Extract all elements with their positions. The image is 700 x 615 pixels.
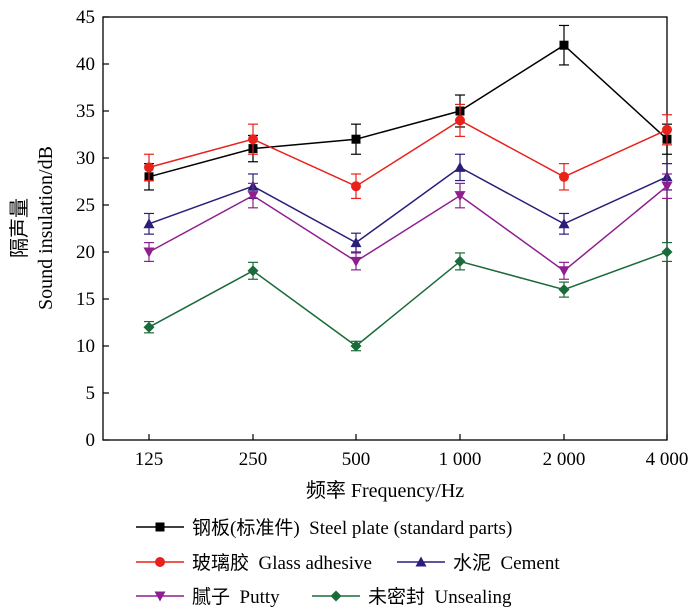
y-tick-label: 45 bbox=[76, 7, 95, 28]
y-tick-label: 20 bbox=[76, 242, 95, 263]
circle-marker bbox=[351, 181, 361, 192]
legend-label: 水泥 Cement bbox=[453, 552, 560, 574]
y-tick-label: 25 bbox=[76, 195, 95, 216]
legend-label: 腻子 Putty bbox=[192, 586, 280, 608]
diamond-marker bbox=[454, 255, 466, 267]
diamond-marker bbox=[143, 321, 155, 333]
axis-titles: 频率 Frequency/Hz 隔声量 Sound insulation/dB bbox=[8, 146, 464, 502]
series-line bbox=[148, 119, 668, 188]
series bbox=[143, 24, 673, 352]
circle-marker bbox=[455, 115, 465, 126]
series-4 bbox=[143, 242, 673, 352]
y-tick-label: 15 bbox=[76, 289, 95, 310]
circle-marker bbox=[155, 557, 165, 567]
legend-label: 钢板(标准件) Steel plate (standard parts) bbox=[192, 517, 512, 539]
legend-label: 玻璃胶 Glass adhesive bbox=[192, 552, 372, 574]
x-tick-label: 1 000 bbox=[439, 449, 482, 470]
legend-entry: 钢板(标准件) Steel plate (standard parts) bbox=[136, 517, 512, 539]
y-tick-label: 30 bbox=[76, 148, 95, 169]
x-tick-label: 2 000 bbox=[543, 449, 586, 470]
triangle-down-marker bbox=[350, 256, 362, 267]
legend-entry: 未密封 Unsealing bbox=[312, 586, 512, 608]
circle-marker bbox=[662, 124, 672, 135]
axes bbox=[102, 16, 668, 441]
triangle-down-marker bbox=[558, 266, 570, 277]
x-tick-label: 500 bbox=[342, 449, 371, 470]
triangle-down-marker bbox=[143, 247, 155, 258]
series-0 bbox=[144, 24, 672, 191]
circle-marker bbox=[248, 134, 258, 145]
triangle-up-marker bbox=[558, 218, 570, 229]
series-line bbox=[148, 251, 668, 347]
diamond-marker bbox=[330, 590, 342, 602]
y-tick-label: 35 bbox=[76, 101, 95, 122]
plot-frame bbox=[102, 16, 668, 441]
legend-entry: 玻璃胶 Glass adhesive bbox=[136, 552, 372, 574]
square-marker bbox=[351, 134, 361, 144]
x-axis-title: 频率 Frequency/Hz bbox=[306, 479, 464, 502]
series-1 bbox=[144, 103, 672, 200]
diamond-marker bbox=[661, 246, 673, 258]
triangle-up-marker bbox=[454, 161, 466, 172]
triangle-up-marker bbox=[143, 218, 155, 229]
triangle-up-marker bbox=[350, 237, 362, 248]
circle-marker bbox=[559, 171, 569, 182]
triangle-up-marker bbox=[415, 556, 427, 567]
series-2 bbox=[143, 153, 673, 253]
square-marker bbox=[559, 40, 569, 50]
series-line bbox=[148, 44, 668, 178]
x-tick-label: 4 000 bbox=[646, 449, 689, 470]
triangle-down-marker bbox=[454, 191, 466, 202]
triangle-down-marker bbox=[154, 591, 166, 602]
ticks: 0 5 10 15 20 25 30 35 40 45 125 250 500 1 000 2 000 4 0… bbox=[76, 7, 688, 470]
legend-entry: 水泥 Cement bbox=[397, 552, 560, 574]
x-tick-label: 250 bbox=[239, 449, 268, 470]
y-axis-title-en: Sound insulation/dB bbox=[35, 146, 57, 310]
y-tick-label: 5 bbox=[86, 383, 96, 404]
series-line bbox=[148, 166, 668, 244]
y-tick-label: 40 bbox=[76, 54, 95, 75]
diamond-marker bbox=[558, 284, 570, 296]
series-3 bbox=[143, 173, 673, 280]
triangle-down-marker bbox=[247, 191, 259, 202]
legend-entry: 腻子 Putty bbox=[136, 586, 280, 608]
y-axis-title-cn: 隔声量 bbox=[8, 198, 31, 258]
x-tick-label: 125 bbox=[135, 449, 164, 470]
circle-marker bbox=[144, 162, 154, 173]
diamond-marker bbox=[350, 340, 362, 352]
series-line bbox=[148, 185, 668, 272]
y-tick-label: 0 bbox=[86, 430, 96, 451]
legend: 钢板(标准件) Steel plate (standard parts) 玻璃胶 … bbox=[136, 517, 560, 608]
triangle-down-marker bbox=[661, 181, 673, 192]
diamond-marker bbox=[247, 265, 259, 277]
y-tick-label: 10 bbox=[76, 336, 95, 357]
square-marker bbox=[155, 522, 165, 532]
legend-label: 未密封 Unsealing bbox=[368, 586, 512, 608]
